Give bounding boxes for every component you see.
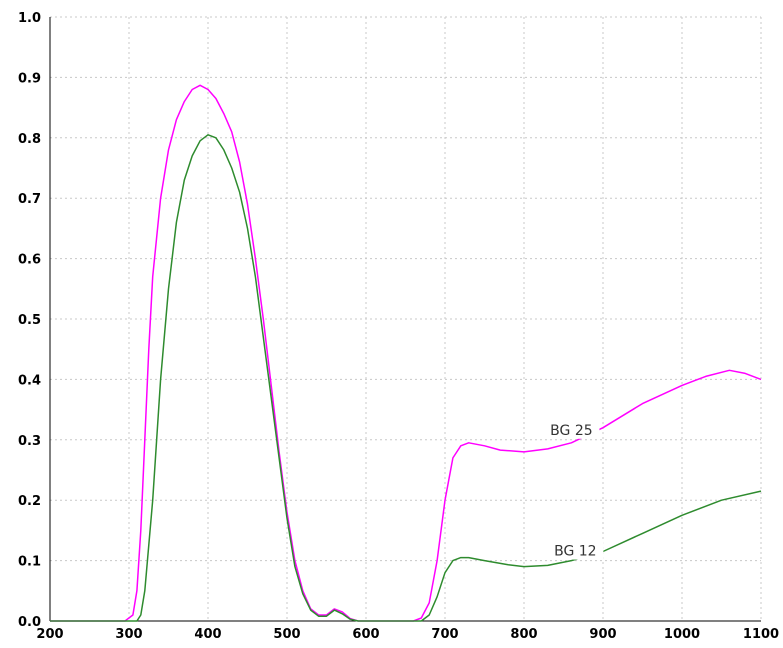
series-label: BG 25 [550, 423, 592, 439]
y-tick-label: 1.0 [18, 11, 41, 26]
y-tick-label: 0.8 [18, 132, 41, 147]
x-tick-label: 1100 [743, 627, 779, 642]
y-tick-label: 0.5 [18, 313, 41, 328]
y-tick-label: 0.1 [18, 555, 41, 570]
x-tick-label: 400 [194, 627, 221, 642]
x-tick-label: 700 [431, 627, 458, 642]
y-tick-label: 0.4 [18, 373, 41, 388]
x-tick-label: 1000 [664, 627, 700, 642]
x-tick-label: 900 [589, 627, 616, 642]
x-tick-label: 300 [115, 627, 142, 642]
series-line-bg-25 [50, 85, 761, 621]
y-tick-label: 0.9 [18, 71, 41, 86]
y-tick-label: 0.6 [18, 253, 41, 268]
series-label: BG 12 [554, 544, 596, 560]
grid [50, 17, 761, 621]
tick-labels: 200 300 400 500 600 700 800 900 1000 11000.00.10.… [18, 11, 779, 642]
x-tick-label: 500 [273, 627, 300, 642]
y-tick-label: 0.0 [18, 615, 41, 630]
y-tick-label: 0.7 [18, 192, 41, 207]
x-tick-label: 800 [510, 627, 537, 642]
x-tick-label: 600 [352, 627, 379, 642]
y-tick-label: 0.2 [18, 494, 41, 509]
series-lines [50, 85, 761, 621]
y-tick-label: 0.3 [18, 434, 41, 449]
series-line-bg-12 [50, 135, 761, 621]
